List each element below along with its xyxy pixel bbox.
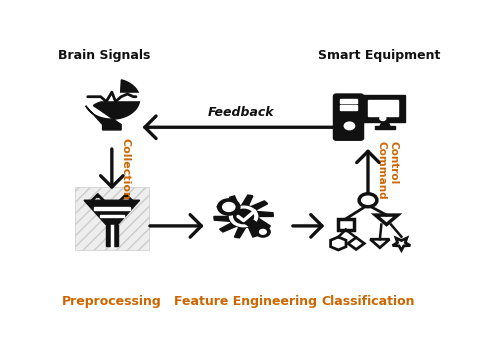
Text: Preprocessing: Preprocessing <box>62 295 162 308</box>
Text: Smart Equipment: Smart Equipment <box>318 49 440 62</box>
Circle shape <box>256 226 270 237</box>
FancyBboxPatch shape <box>94 207 130 210</box>
FancyBboxPatch shape <box>367 100 399 117</box>
FancyBboxPatch shape <box>376 126 395 129</box>
Polygon shape <box>86 80 140 130</box>
FancyBboxPatch shape <box>363 95 405 122</box>
FancyBboxPatch shape <box>75 187 149 250</box>
Polygon shape <box>84 200 140 225</box>
FancyBboxPatch shape <box>340 105 357 110</box>
Text: Brain Signals: Brain Signals <box>58 49 150 62</box>
Circle shape <box>260 230 266 234</box>
Polygon shape <box>226 205 266 234</box>
FancyBboxPatch shape <box>333 94 364 140</box>
Polygon shape <box>379 120 391 128</box>
Circle shape <box>234 209 253 224</box>
Circle shape <box>223 203 235 211</box>
Circle shape <box>229 206 258 227</box>
Text: Control
Command: Control Command <box>376 141 399 200</box>
FancyBboxPatch shape <box>84 93 140 100</box>
Polygon shape <box>214 195 274 238</box>
FancyBboxPatch shape <box>106 225 118 246</box>
Text: Feature Engineering: Feature Engineering <box>174 295 317 308</box>
Circle shape <box>217 199 240 215</box>
Circle shape <box>344 122 354 130</box>
FancyBboxPatch shape <box>340 99 357 103</box>
Text: Feedback: Feedback <box>207 106 274 119</box>
Text: Classification: Classification <box>321 295 415 308</box>
Circle shape <box>380 116 386 120</box>
FancyBboxPatch shape <box>100 215 124 217</box>
Text: Collection: Collection <box>120 138 130 200</box>
